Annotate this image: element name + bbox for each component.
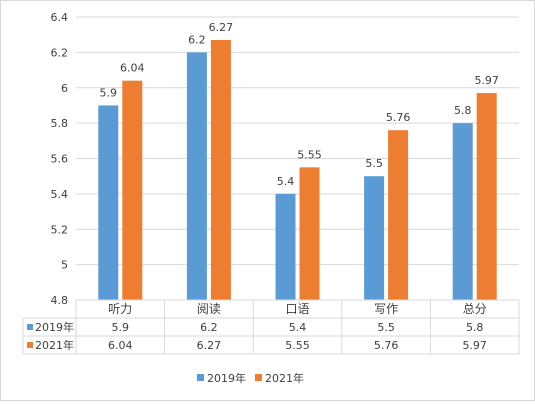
- y-tick-label: 6.4: [51, 11, 69, 24]
- data-label: 5.8: [454, 104, 472, 117]
- table-cell: 6.27: [197, 339, 222, 352]
- bar-2019: [275, 193, 296, 300]
- table-cell: 5.55: [285, 339, 310, 352]
- table-cell: 5.4: [289, 321, 307, 334]
- data-label: 5.4: [277, 175, 295, 188]
- table-cell: 5.9: [112, 321, 130, 334]
- table-legend-key: [27, 342, 33, 348]
- y-tick-label: 5: [61, 259, 68, 272]
- table-series-name: 2021年: [35, 338, 74, 352]
- x-category-label: 总分: [463, 302, 487, 316]
- data-label: 6.27: [209, 21, 234, 34]
- y-tick-label: 5.8: [51, 117, 69, 130]
- y-tick-label: 6.2: [51, 46, 69, 59]
- table-cell: 5.97: [462, 339, 487, 352]
- table-legend-key: [27, 324, 33, 330]
- y-tick-label: 5.4: [51, 188, 69, 201]
- data-label: 5.76: [386, 111, 411, 124]
- legend-label: 2021年: [265, 371, 304, 385]
- table-cell: 5.5: [377, 321, 395, 334]
- x-category-label: 写作: [374, 302, 398, 316]
- legend-swatch: [197, 374, 204, 381]
- table-series-name: 2019年: [35, 320, 74, 334]
- y-tick-label: 5.6: [51, 153, 69, 166]
- bar-2019: [452, 123, 473, 300]
- bar-2019: [364, 176, 385, 300]
- data-label: 5.97: [474, 74, 499, 87]
- y-tick-label: 4.8: [51, 294, 69, 307]
- bar-2021: [299, 167, 320, 300]
- table-cell: 5.76: [374, 339, 399, 352]
- bar-2021: [388, 130, 409, 300]
- bar-2019: [186, 52, 207, 300]
- table-cell: 6.04: [108, 339, 133, 352]
- data-label: 5.9: [100, 86, 118, 99]
- data-label: 5.5: [365, 157, 383, 170]
- data-label: 6.04: [120, 62, 145, 75]
- bar-2019: [98, 105, 119, 300]
- bar-2021: [210, 39, 231, 301]
- y-tick-label: 6: [61, 82, 68, 95]
- data-label: 6.2: [188, 33, 206, 46]
- bar-2021: [476, 93, 497, 301]
- legend-swatch: [255, 374, 262, 381]
- y-tick-label: 5.2: [51, 223, 69, 236]
- bar-2021: [122, 80, 143, 300]
- table-cell: 6.2: [200, 321, 218, 334]
- x-category-label: 阅读: [197, 302, 221, 316]
- x-category-label: 听力: [108, 302, 132, 316]
- x-category-label: 口语: [285, 302, 309, 316]
- table-cell: 5.8: [466, 321, 484, 334]
- legend-label: 2019年: [207, 371, 246, 385]
- data-label: 5.55: [297, 148, 322, 161]
